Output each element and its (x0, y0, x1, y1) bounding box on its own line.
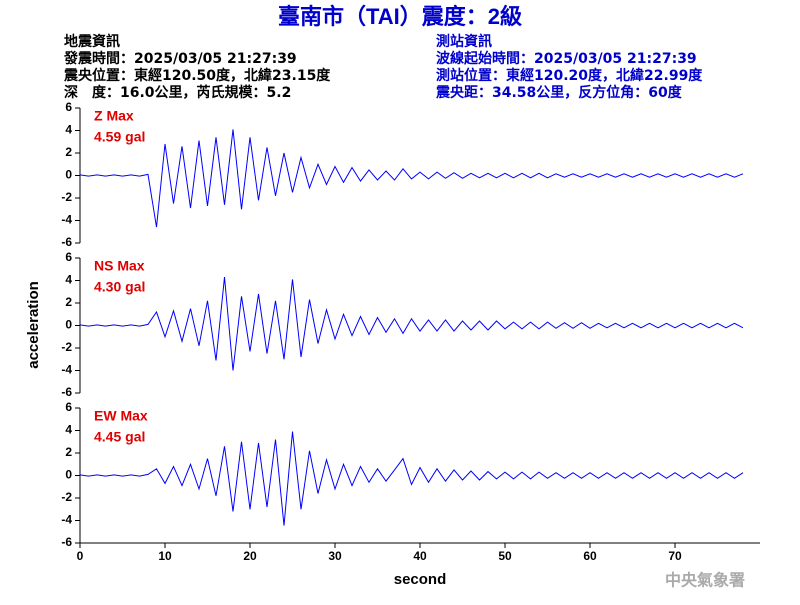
info-line: 深 度：16.0公里，芮氏規模：5.2 (64, 84, 291, 101)
y-tick-label: 6 (65, 400, 72, 414)
y-tick-label: 0 (65, 168, 72, 182)
waveform (79, 431, 744, 526)
x-tick-label: 50 (498, 549, 512, 563)
title: 臺南市（TAI）震度：2級 (278, 4, 522, 29)
y-tick-label: 4 (65, 273, 72, 287)
y-tick-label: 2 (65, 445, 72, 459)
waveform (79, 277, 744, 371)
channel-label: Z Max (94, 108, 134, 124)
y-tick-label: 0 (65, 318, 72, 332)
y-tick-label: 0 (65, 468, 72, 482)
y-tick-label: 6 (65, 100, 72, 114)
info-line: 測站位置：東經120.20度，北緯22.99度 (436, 67, 703, 84)
channel-label: NS Max (94, 258, 145, 274)
y-tick-label: 2 (65, 145, 72, 159)
x-tick-label: 60 (583, 549, 597, 563)
info-line: 震央距：34.58公里，反方位角：60度 (435, 84, 683, 101)
info-line: 發震時間：2025/03/05 21:27:39 (63, 50, 297, 67)
info-line: 地震資訊 (64, 33, 120, 50)
x-tick-label: 70 (668, 549, 682, 563)
watermark: 中央氣象署 (665, 571, 745, 590)
x-tick-label: 30 (328, 549, 342, 563)
y-tick-label: -4 (61, 363, 72, 377)
info-line: 震央位置：東經120.50度，北緯23.15度 (63, 67, 331, 84)
info-line: 測站資訊 (436, 33, 492, 50)
waveform (79, 129, 744, 228)
y-tick-label: -6 (61, 535, 72, 549)
y-tick-label: -2 (61, 190, 72, 204)
y-tick-label: -6 (61, 235, 72, 249)
y-tick-label: -2 (61, 340, 72, 354)
max-label: 4.45 gal (94, 429, 145, 445)
x-tick-label: 40 (413, 549, 427, 563)
y-axis-label: acceleration (25, 281, 42, 369)
x-axis-label: second (394, 571, 447, 588)
y-tick-label: -4 (61, 513, 72, 527)
max-label: 4.59 gal (94, 129, 145, 145)
y-tick-label: -2 (61, 490, 72, 504)
y-tick-label: -6 (61, 385, 72, 399)
info-line: 波線起始時間：2025/03/05 21:27:39 (436, 50, 697, 67)
y-tick-label: 2 (65, 295, 72, 309)
x-tick-label: 0 (77, 549, 84, 563)
max-label: 4.30 gal (94, 279, 145, 295)
x-tick-label: 20 (243, 549, 257, 563)
y-tick-label: -4 (61, 213, 72, 227)
y-tick-label: 6 (65, 250, 72, 264)
channel-label: EW Max (94, 408, 148, 424)
y-tick-label: 4 (65, 123, 72, 137)
y-tick-label: 4 (65, 423, 72, 437)
x-tick-label: 10 (158, 549, 172, 563)
